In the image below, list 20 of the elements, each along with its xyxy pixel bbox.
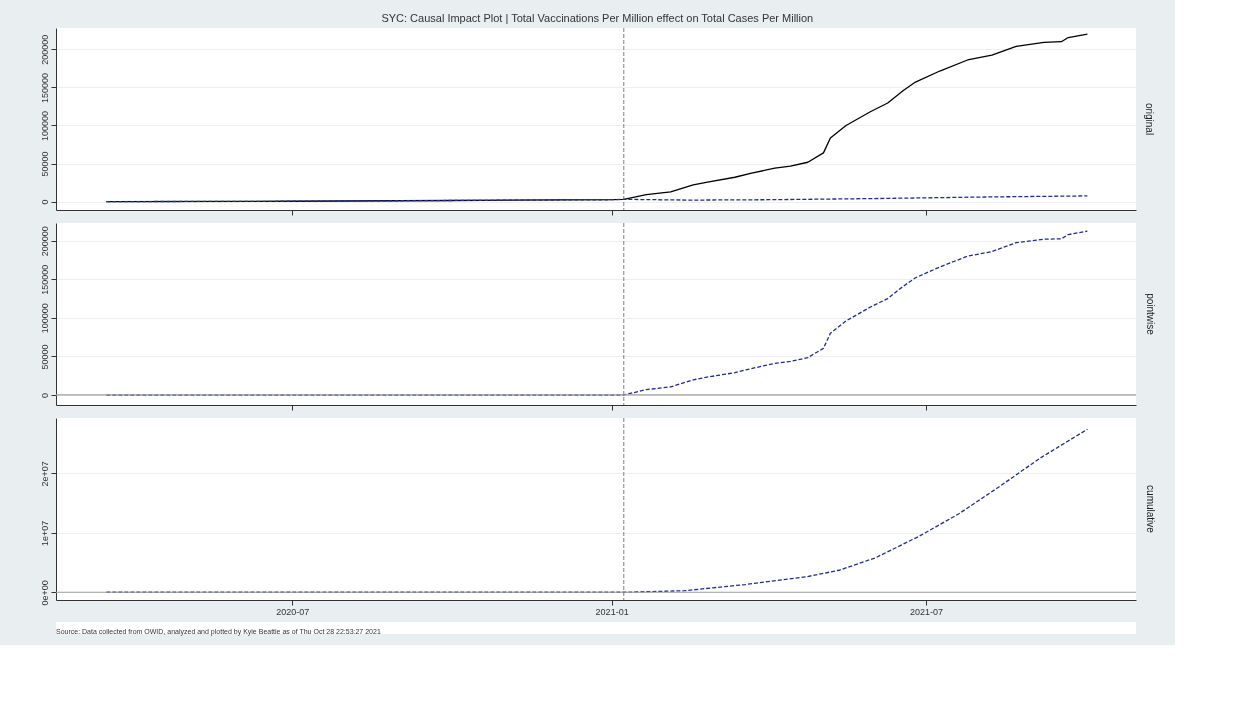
chart-title: SYC: Causal Impact Plot | Total Vaccinations Per Million effect on Total Cases Per Million [381,11,814,24]
x-tick-label: 2021-01 [595,606,629,617]
text: pointwise [1144,293,1156,336]
y-tick-label: 0 [39,392,50,398]
text: original [1144,102,1155,136]
y-tick-label: 100000 [39,303,50,334]
x-tick-label: 2021-07 [909,606,943,617]
y-tick-label: 0e+00 [39,580,50,606]
y-tick-label: 1e+07 [39,520,50,546]
text: cumulative [1144,485,1156,534]
y-tick-label: 150000 [39,264,50,295]
y-tick-label: 150000 [39,72,50,103]
y-tick-label: 50000 [39,344,50,370]
y-tick-label: 200000 [39,34,50,65]
y-tick-label: 2e+07 [39,461,50,487]
y-tick-label: 100000 [39,110,50,141]
y-tick-label: 0 [39,199,50,205]
y-tick-label: 200000 [39,226,50,257]
x-tick-label: 2020-07 [276,606,310,617]
y-tick-label: 50000 [39,151,50,177]
